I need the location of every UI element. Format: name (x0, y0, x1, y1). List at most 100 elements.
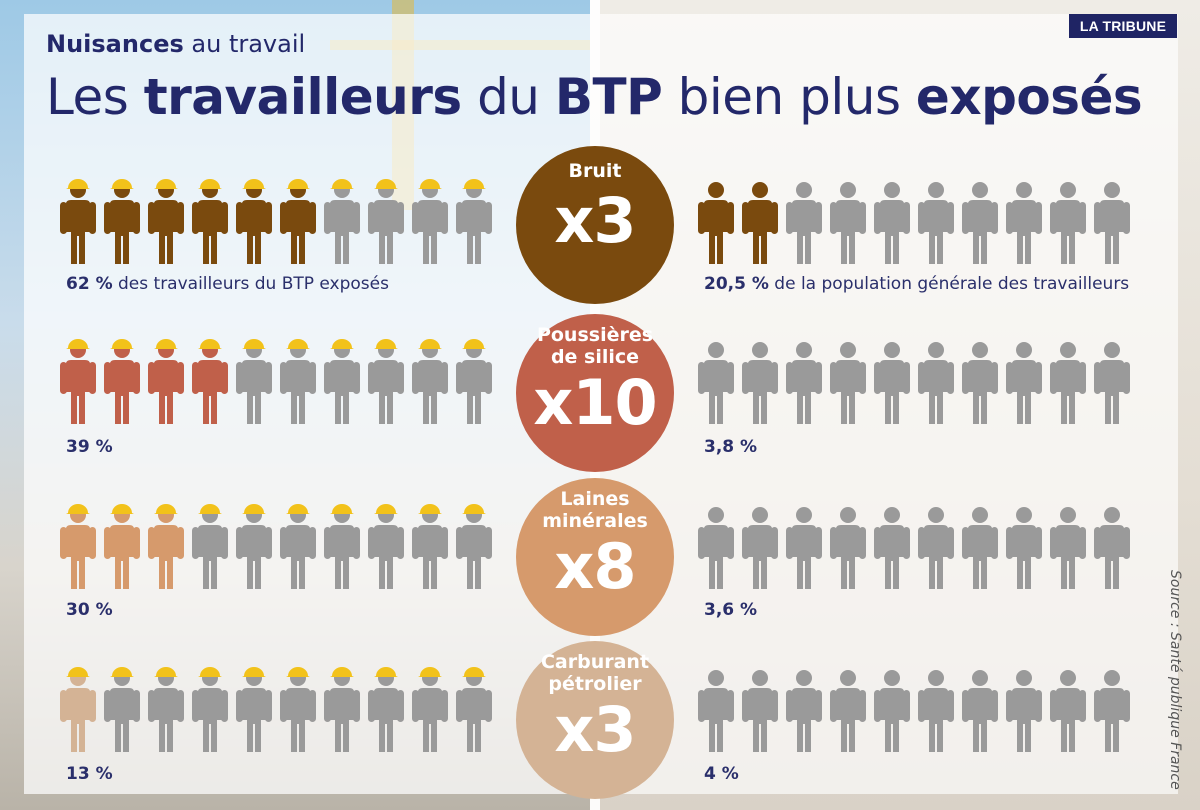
btp-worker-icon-3-4 (236, 667, 272, 752)
general-worker-icon-1-3 (830, 342, 866, 424)
general-worker-icon-3-2 (786, 670, 822, 752)
btp-worker-icon-3-2 (148, 667, 184, 752)
btp-percentage-label-3: 13 % (66, 764, 113, 784)
btp-worker-icon-2-2 (148, 504, 184, 589)
btp-worker-icon-0-7 (368, 179, 404, 264)
general-worker-icon-0-9 (1094, 182, 1130, 264)
btp-percentage-label-2: 30 % (66, 600, 113, 620)
multiplier-circle-1: Poussières de silice x10 (516, 314, 674, 472)
btp-worker-icon-3-0 (60, 667, 96, 752)
general-worker-icon-1-9 (1094, 342, 1130, 424)
btp-worker-icon-1-6 (324, 339, 360, 424)
general-worker-icon-2-9 (1094, 507, 1130, 589)
general-worker-icon-2-3 (830, 507, 866, 589)
title-part-0: Les (46, 68, 144, 126)
general-worker-icon-3-7 (1006, 670, 1042, 752)
general-worker-icon-0-4 (874, 182, 910, 264)
general-worker-icon-1-4 (874, 342, 910, 424)
general-worker-icon-0-3 (830, 182, 866, 264)
general-worker-icon-1-1 (742, 342, 778, 424)
general-worker-icon-3-3 (830, 670, 866, 752)
kicker-rest: au travail (183, 30, 306, 58)
btp-percentage-value: 62 % (66, 274, 113, 294)
btp-worker-icon-2-7 (368, 504, 404, 589)
general-worker-icon-0-2 (786, 182, 822, 264)
general-percentage-label-1: 3,8 % (704, 437, 757, 457)
general-percentage-value: 20,5 % (704, 274, 769, 294)
general-worker-icon-3-5 (918, 670, 954, 752)
title-part-1: travailleurs (143, 68, 462, 126)
btp-percentage-label-1: 39 % (66, 437, 113, 457)
general-percentage-value: 3,8 % (704, 437, 758, 457)
circle-multiplier: x3 (554, 693, 636, 766)
btp-worker-icon-3-7 (368, 667, 404, 752)
btp-worker-icon-2-8 (412, 504, 448, 589)
general-worker-icon-0-1 (742, 182, 778, 264)
kicker-bold: Nuisances (46, 30, 184, 58)
btp-worker-icon-0-0 (60, 179, 96, 264)
circle-label: minérales (542, 510, 648, 532)
general-worker-icon-2-7 (1006, 507, 1042, 589)
general-percentage-label-0: 20,5 % de la population générale des tra… (704, 274, 1129, 294)
btp-worker-icon-3-5 (280, 667, 316, 752)
general-percentage-label-3: 4 % (704, 764, 739, 784)
btp-percentage-caption: des travailleurs du BTP exposés (112, 274, 389, 294)
circle-multiplier: x3 (554, 184, 636, 257)
general-worker-icon-2-1 (742, 507, 778, 589)
general-worker-icon-1-0 (698, 342, 734, 424)
btp-worker-icon-2-1 (104, 504, 140, 589)
btp-worker-icon-1-9 (456, 339, 492, 424)
general-worker-icon-3-8 (1050, 670, 1086, 752)
general-worker-icon-1-6 (962, 342, 998, 424)
btp-worker-icon-1-2 (148, 339, 184, 424)
multiplier-circle-3: Carburant pétrolier x3 (516, 641, 674, 799)
multiplier-circle-2: Laines minérales x8 (516, 478, 674, 636)
btp-worker-icon-0-8 (412, 179, 448, 264)
general-worker-icon-2-6 (962, 507, 998, 589)
title-part-2: du (461, 68, 555, 126)
btp-worker-icon-0-3 (192, 179, 228, 264)
btp-worker-icon-1-5 (280, 339, 316, 424)
general-worker-icon-0-7 (1006, 182, 1042, 264)
btp-worker-icon-1-3 (192, 339, 228, 424)
circle-multiplier: x8 (554, 530, 636, 603)
general-worker-icon-0-0 (698, 182, 734, 264)
circle-label: Carburant (540, 651, 650, 673)
general-worker-icon-2-5 (918, 507, 954, 589)
btp-worker-icon-0-5 (280, 179, 316, 264)
page-title: Les travailleurs du BTP bien plus exposé… (46, 68, 1143, 126)
general-worker-icon-2-8 (1050, 507, 1086, 589)
general-worker-icon-2-0 (698, 507, 734, 589)
btp-worker-icon-2-4 (236, 504, 272, 589)
btp-worker-icon-2-5 (280, 504, 316, 589)
general-worker-icon-3-6 (962, 670, 998, 752)
btp-worker-icon-0-9 (456, 179, 492, 264)
general-worker-icon-3-9 (1094, 670, 1130, 752)
btp-percentage-label-0: 62 % des travailleurs du BTP exposés (66, 274, 389, 294)
btp-worker-icon-3-6 (324, 667, 360, 752)
btp-worker-icon-0-1 (104, 179, 140, 264)
general-worker-icon-3-0 (698, 670, 734, 752)
general-percentage-caption: de la population générale des travailleu… (768, 274, 1130, 294)
general-worker-icon-0-5 (918, 182, 954, 264)
btp-percentage-value: 13 % (66, 764, 113, 784)
general-worker-icon-1-7 (1006, 342, 1042, 424)
btp-worker-icon-1-4 (236, 339, 272, 424)
general-worker-icon-0-8 (1050, 182, 1086, 264)
btp-worker-icon-1-1 (104, 339, 140, 424)
btp-worker-icon-2-0 (60, 504, 96, 589)
source-note: Source : Santé publique France (1167, 570, 1183, 790)
general-worker-icon-2-2 (786, 507, 822, 589)
btp-percentage-value: 39 % (66, 437, 113, 457)
general-worker-icon-3-1 (742, 670, 778, 752)
btp-worker-icon-0-2 (148, 179, 184, 264)
title-part-4: bien plus (662, 68, 916, 126)
general-percentage-value: 4 % (704, 764, 739, 784)
circle-multiplier: x10 (533, 366, 657, 439)
title-part-3: BTP (554, 68, 663, 126)
btp-worker-icon-3-8 (412, 667, 448, 752)
multiplier-circle-0: Bruit x3 (516, 146, 674, 304)
btp-worker-icon-0-4 (236, 179, 272, 264)
circle-label: Laines (560, 488, 630, 510)
